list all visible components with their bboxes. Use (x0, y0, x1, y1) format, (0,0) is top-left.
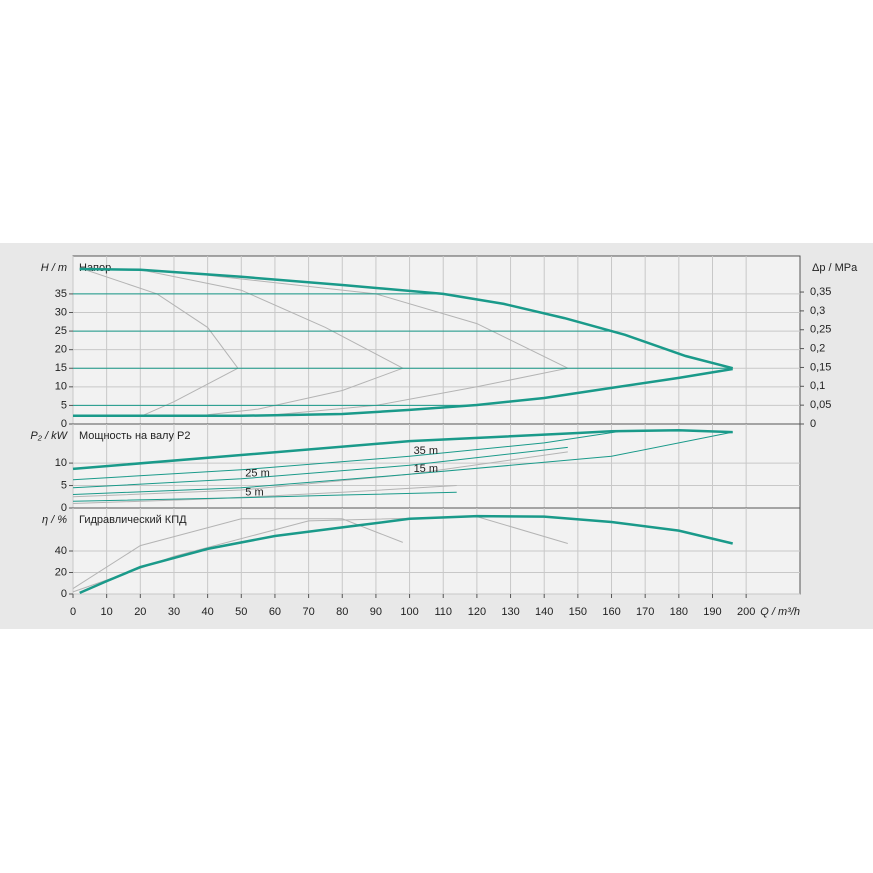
series-line (79, 267, 239, 418)
x-tick-label: 10 (101, 606, 113, 618)
y-tick-label: 15 (55, 362, 67, 374)
x-tick-label: 40 (202, 606, 214, 618)
y-tick-label: 30 (55, 306, 67, 318)
series-line (79, 514, 733, 595)
y2-tick-label: 0 (810, 418, 816, 430)
x-tick-label: 160 (602, 606, 620, 618)
y-axis-label: η / % (42, 514, 67, 526)
series-line (72, 491, 457, 502)
y2-tick-label: 0,3 (810, 305, 825, 317)
x-tick-label: 170 (636, 606, 654, 618)
x-tick-label: 180 (670, 606, 688, 618)
y-tick-label: 0 (61, 418, 67, 430)
x-tick-label: 140 (535, 606, 553, 618)
y-tick-label: 40 (55, 545, 67, 557)
y-tick-label: 10 (55, 457, 67, 469)
y2-axis-label: Δp / MPa (812, 262, 858, 274)
x-tick-label: 70 (302, 606, 314, 618)
series-line (72, 431, 733, 495)
y-tick-label: 20 (55, 344, 67, 356)
x-tick-label: 150 (569, 606, 587, 618)
series-label: 5 m (245, 487, 263, 499)
x-tick-label: 120 (468, 606, 486, 618)
x-tick-label: 100 (400, 606, 418, 618)
series-line (79, 267, 734, 370)
panel-title: Напор (79, 262, 111, 274)
x-tick-label: 0 (70, 606, 76, 618)
series-line (72, 431, 619, 481)
panel-title: Гидравлический КПД (79, 514, 187, 526)
y2-tick-label: 0,1 (810, 380, 825, 392)
x-tick-label: 80 (336, 606, 348, 618)
y-tick-label: 5 (61, 479, 67, 491)
series-line (72, 451, 568, 498)
series-line (73, 367, 733, 418)
y-tick-label: 25 (55, 325, 67, 337)
y-tick-label: 5 (61, 399, 67, 411)
y2-tick-label: 0,35 (810, 286, 831, 298)
x-tick-label: 30 (168, 606, 180, 618)
series-line (72, 429, 733, 471)
y-tick-label: 35 (55, 288, 67, 300)
x-tick-label: 90 (370, 606, 382, 618)
x-tick-label: 60 (269, 606, 281, 618)
series-line (72, 518, 403, 590)
x-axis-label: Q / m³/h (760, 606, 800, 618)
series-label: 35 m (414, 445, 438, 457)
x-tick-label: 200 (737, 606, 755, 618)
y-axis-label: H / m (41, 262, 67, 274)
series-line (72, 446, 568, 489)
y2-tick-label: 0,05 (810, 399, 831, 411)
plot-area (72, 255, 801, 425)
y2-tick-label: 0,15 (810, 361, 831, 373)
x-tick-label: 190 (703, 606, 721, 618)
x-tick-label: 50 (235, 606, 247, 618)
x-tick-label: 110 (434, 606, 452, 618)
y-axis-label: P₂ / kW (30, 430, 68, 442)
series-label: 15 m (414, 463, 438, 475)
y-tick-label: 20 (55, 566, 67, 578)
series-line (72, 485, 457, 504)
series-label: 25 m (245, 468, 269, 480)
panel-title: Мощность на валу P2 (79, 430, 191, 442)
y-tick-label: 0 (61, 588, 67, 600)
y-tick-label: 10 (55, 381, 67, 393)
y2-tick-label: 0,25 (810, 324, 831, 336)
x-tick-label: 20 (134, 606, 146, 618)
y-tick-label: 0 (61, 502, 67, 514)
x-tick-label: 130 (501, 606, 519, 618)
y2-tick-label: 0,2 (810, 343, 825, 355)
